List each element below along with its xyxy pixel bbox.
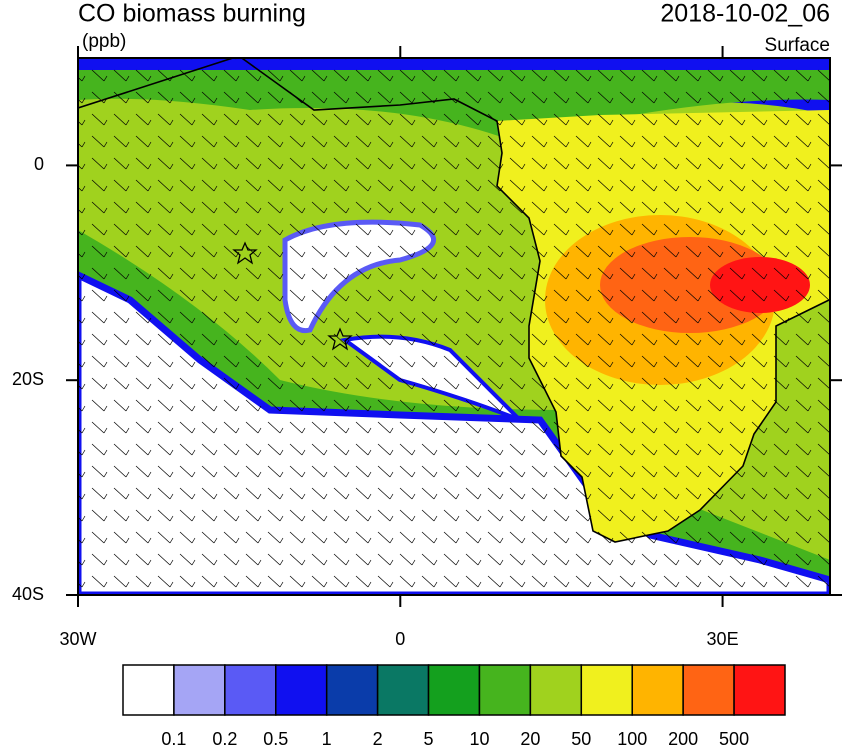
colorbar-label: 50 (571, 729, 591, 749)
colorbar-label: 5 (424, 729, 434, 749)
colorbar-label: 0.2 (212, 729, 237, 749)
colorbar-label: 100 (617, 729, 647, 749)
x-tick-label: 0 (395, 629, 405, 649)
site-marker (327, 327, 353, 351)
y-tick-label: 0 (34, 154, 44, 174)
colorbar-label: 2 (373, 729, 383, 749)
colorbar-label: 0.1 (161, 729, 186, 749)
chart-title: CO biomass burning (78, 0, 306, 28)
y-tick-label: 40S (12, 584, 44, 604)
x-tick-label: 30E (707, 629, 739, 649)
wind-barbs (78, 58, 830, 595)
site-marker (232, 241, 258, 265)
colorbar-label: 500 (719, 729, 749, 749)
colorbar-box (224, 664, 277, 716)
level-label: Surface (765, 35, 830, 56)
colorbar-label: 1 (322, 729, 332, 749)
colorbar-box (631, 664, 684, 716)
colorbar-box (529, 664, 583, 716)
colorbar-box (478, 664, 532, 716)
plot-frame (77, 57, 831, 596)
colorbar-box (733, 664, 786, 716)
colorbar-box (580, 664, 633, 716)
colorbar-box (325, 664, 379, 716)
colorbar-box (275, 664, 328, 716)
coastline (78, 58, 830, 543)
map-field (78, 58, 830, 595)
colorbar-label: 10 (469, 729, 489, 749)
colorbar-box (427, 664, 481, 716)
colorbar-box (682, 664, 735, 716)
colorbar-box (173, 664, 226, 716)
x-tick-label: 30W (59, 629, 96, 649)
colorbar-label: 20 (520, 729, 540, 749)
colorbar-box (122, 664, 175, 716)
units-label: (ppb) (82, 31, 126, 52)
colorbar-label: 0.5 (263, 729, 288, 749)
colorbar-box (376, 664, 430, 716)
colorbar-label: 200 (668, 729, 698, 749)
date-label: 2018-10-02_06 (660, 0, 830, 28)
y-tick-label: 20S (12, 369, 44, 389)
